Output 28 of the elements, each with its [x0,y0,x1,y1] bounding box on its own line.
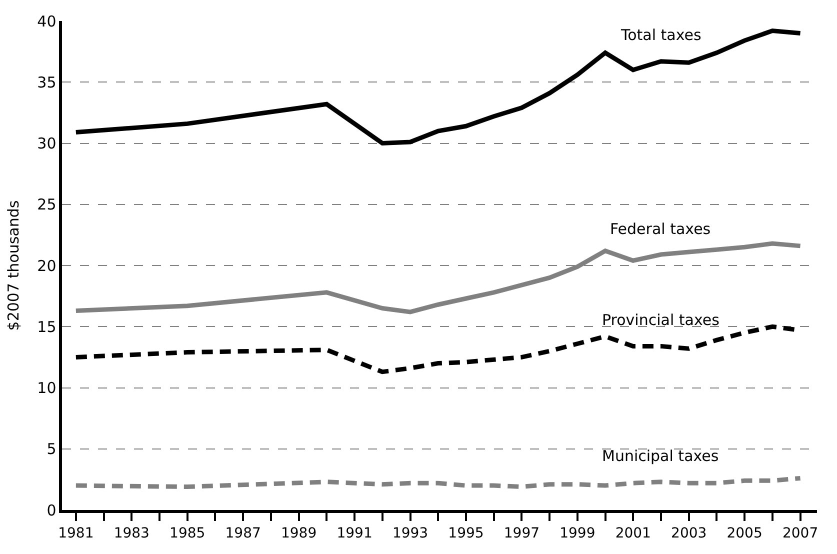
y-tick-label: 15 [37,318,56,336]
x-tick-label: 1995 [448,526,484,542]
y-tick-label: 5 [46,440,56,458]
y-tick-label: 30 [37,134,56,152]
x-tick-label: 1989 [280,526,317,542]
x-tick-label: 1991 [336,526,372,542]
series-label: Municipal taxes [602,447,719,465]
series-label: Total taxes [620,26,702,44]
x-tick-label: 2005 [726,526,762,542]
series-label: Provincial taxes [602,311,720,329]
y-tick-label: 10 [37,379,56,397]
x-tick-label: 2007 [782,526,818,542]
x-tick-label: 1997 [504,526,540,542]
y-tick-label: 20 [37,256,56,275]
y-axis-title: $2007 thousands [4,200,22,331]
x-tick-label: 1993 [392,526,428,542]
series-label: Federal taxes [610,220,711,238]
x-tick-label: 1985 [170,526,206,542]
y-tick-label: 40 [37,12,56,30]
y-tick-label: 25 [37,196,56,214]
y-tick-label: 35 [37,73,56,92]
x-tick-label: 1981 [58,526,94,542]
x-tick-label: 2003 [671,526,707,542]
x-tick-label: 2001 [615,526,651,542]
x-tick-label: 1983 [114,526,150,542]
x-tick-label: 1987 [225,526,261,542]
x-tick-label: 1999 [560,526,596,542]
y-tick-label: 0 [46,501,56,520]
